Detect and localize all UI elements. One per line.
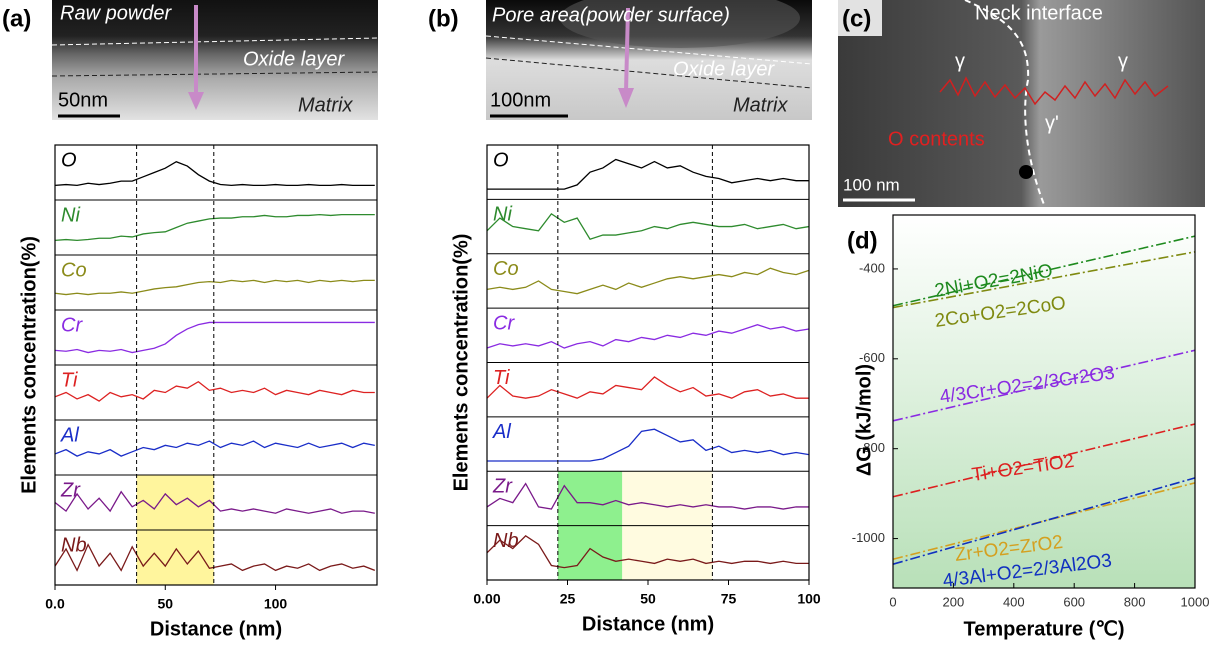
neck-interface xyxy=(964,0,1046,208)
profile-line xyxy=(54,321,375,354)
x-tick-label: 25 xyxy=(560,591,576,607)
scale-bar-label: 100nm xyxy=(490,89,551,111)
x-tick-label: 800 xyxy=(1124,594,1146,609)
x-tick-label: 200 xyxy=(943,594,965,609)
plot-background xyxy=(893,215,1195,588)
x-tick-label: 100 xyxy=(264,596,288,612)
image-label: Oxide layer xyxy=(673,58,775,80)
profile-line xyxy=(487,428,810,462)
panel-label: (c) xyxy=(842,5,871,32)
element-label: Nb xyxy=(61,534,87,556)
x-tick-label: 0.00 xyxy=(473,591,500,607)
phase-label: γ' xyxy=(1045,112,1059,134)
element-label: O xyxy=(61,149,77,171)
element-label: Ti xyxy=(493,367,510,389)
profile-line xyxy=(54,543,376,572)
phase-label: γ xyxy=(955,50,965,72)
element-label: Al xyxy=(60,424,79,446)
reaction-line xyxy=(892,482,1196,561)
y-tick-label: -1000 xyxy=(852,530,885,545)
scale-bar-label: 50nm xyxy=(58,89,108,111)
layer-boundary xyxy=(51,71,379,77)
x-tick-label: 400 xyxy=(1003,594,1025,609)
profile-line xyxy=(54,440,375,457)
reaction-line xyxy=(892,423,1196,498)
profile-line xyxy=(487,158,809,190)
y-tick-label: -400 xyxy=(859,260,885,275)
profile-line xyxy=(54,213,375,242)
panel-label: (a) xyxy=(2,5,31,32)
element-label: Co xyxy=(61,259,87,281)
element-label: Ni xyxy=(493,204,512,226)
o-trace xyxy=(939,76,1169,106)
profile-line xyxy=(486,267,810,295)
plot-frame xyxy=(54,144,378,586)
y-axis-label: Elements concentration(%) xyxy=(18,236,40,494)
y-tick-label: -600 xyxy=(859,350,885,365)
x-tick-label: 75 xyxy=(721,591,737,607)
x-tick-label: 0.0 xyxy=(45,596,65,612)
y-axis-label: ΔG (kJ/mol) xyxy=(853,364,875,476)
plot-frame xyxy=(892,214,1196,589)
profile-line xyxy=(486,212,810,241)
image-label: Pore area(powder surface) xyxy=(492,4,730,26)
y-tick-label: -800 xyxy=(859,440,885,455)
element-label: Zr xyxy=(492,476,513,498)
y-axis-label: Elements concentration(%) xyxy=(450,234,472,492)
profile-line xyxy=(54,161,375,187)
element-label: O xyxy=(493,149,509,171)
element-label: Nb xyxy=(493,530,519,552)
element-label: Al xyxy=(492,421,511,443)
arrow xyxy=(624,7,630,93)
profile-line xyxy=(54,380,375,402)
image-label: O contents xyxy=(888,128,985,150)
arrow-head xyxy=(188,92,204,110)
image-label: Oxide layer xyxy=(243,48,345,70)
layer-boundary xyxy=(51,37,379,46)
profile-line xyxy=(54,279,375,296)
x-axis-label: Temperature (℃) xyxy=(963,618,1124,640)
image-label: Raw powder xyxy=(60,2,173,24)
arrow-head xyxy=(618,88,634,108)
x-tick-label: 50 xyxy=(640,591,656,607)
profile-line xyxy=(54,490,375,514)
x-tick-label: 600 xyxy=(1063,594,1085,609)
label-bg xyxy=(838,0,882,36)
panel-label: (d) xyxy=(847,227,878,254)
x-axis-label: Distance (nm) xyxy=(150,618,282,640)
profile-line xyxy=(486,535,809,569)
phase-label: γ xyxy=(1118,50,1128,72)
layer-boundary xyxy=(485,35,813,65)
x-tick-label: 100 xyxy=(797,591,821,607)
scale-bar-label: 100 nm xyxy=(843,175,900,194)
image-label: Matrix xyxy=(298,94,353,116)
x-tick-label: 0 xyxy=(889,594,896,609)
x-axis-label: Distance (nm) xyxy=(582,613,714,635)
reaction-line xyxy=(892,235,1196,307)
x-tick-label: 50 xyxy=(157,596,173,612)
image-label: Neck interface xyxy=(975,2,1103,24)
element-label: Cr xyxy=(61,314,83,336)
x-tick-label: 1000 xyxy=(1181,594,1210,609)
reaction-line xyxy=(892,251,1196,309)
reaction-line xyxy=(892,477,1196,565)
element-label: Ti xyxy=(61,369,78,391)
reaction-line xyxy=(892,349,1196,422)
profile-line xyxy=(486,376,809,399)
particle xyxy=(1019,165,1033,179)
element-label: Co xyxy=(493,258,519,280)
layer-boundary xyxy=(485,57,813,89)
panel-label: (b) xyxy=(428,5,459,32)
profile-line xyxy=(486,482,809,510)
image-label: Matrix xyxy=(733,94,788,116)
element-label: Zr xyxy=(60,479,81,501)
element-label: Cr xyxy=(493,312,515,334)
micrograph xyxy=(52,0,378,120)
pore xyxy=(560,0,800,48)
profile-line xyxy=(486,324,810,349)
element-label: Ni xyxy=(61,204,80,226)
